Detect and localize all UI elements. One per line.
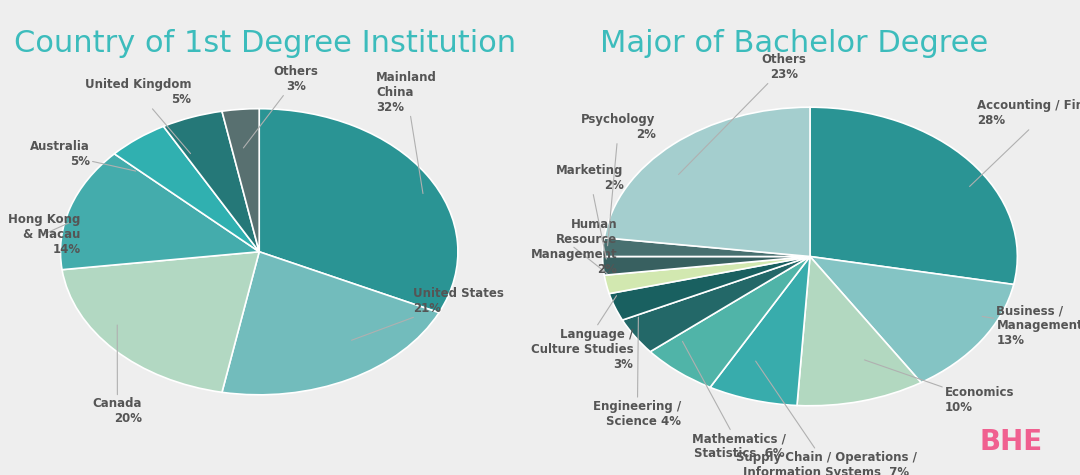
Wedge shape [605,107,810,257]
Wedge shape [609,256,810,320]
Text: Others
3%: Others 3% [243,65,319,148]
Wedge shape [711,256,810,406]
Text: Others
23%: Others 23% [678,53,807,174]
Wedge shape [810,256,1014,382]
Wedge shape [163,111,259,252]
Text: Psychology
2%: Psychology 2% [581,113,656,246]
Wedge shape [810,107,1017,285]
Text: Australia
5%: Australia 5% [30,140,136,171]
Text: Marketing
2%: Marketing 2% [556,164,623,259]
Text: Supply Chain / Operations /
Information Systems  7%: Supply Chain / Operations / Information … [735,361,917,475]
Wedge shape [259,109,458,313]
Text: Accounting / Finance
28%: Accounting / Finance 28% [970,99,1080,187]
Text: Human
Resource
Management
2%: Human Resource Management 2% [530,218,617,276]
Text: Business /
Management
13%: Business / Management 13% [982,304,1080,347]
Wedge shape [222,109,259,252]
Wedge shape [222,252,438,395]
Wedge shape [62,252,259,392]
Text: United Kingdom
5%: United Kingdom 5% [85,78,191,153]
Text: United States
21%: United States 21% [351,286,504,340]
Text: Language /
Culture Studies
3%: Language / Culture Studies 3% [530,295,633,370]
Text: Country of 1st Degree Institution: Country of 1st Degree Institution [14,28,515,57]
Wedge shape [603,256,810,275]
Text: Major of Bachelor Degree: Major of Bachelor Degree [599,28,988,57]
Text: Mathematics /
Statistics  6%: Mathematics / Statistics 6% [683,342,786,460]
Wedge shape [603,238,810,256]
Wedge shape [60,154,259,270]
Text: Engineering /
Science 4%: Engineering / Science 4% [593,317,681,428]
Text: BHE: BHE [980,428,1042,456]
Wedge shape [622,256,810,352]
Wedge shape [605,256,810,294]
Wedge shape [114,126,259,252]
Text: Economics
10%: Economics 10% [864,360,1014,414]
Text: Mainland
China
32%: Mainland China 32% [376,71,437,193]
Text: Canada
20%: Canada 20% [93,325,143,426]
Wedge shape [650,256,810,387]
Wedge shape [797,256,921,406]
Text: Hong Kong
& Macau
14%: Hong Kong & Macau 14% [9,212,81,256]
